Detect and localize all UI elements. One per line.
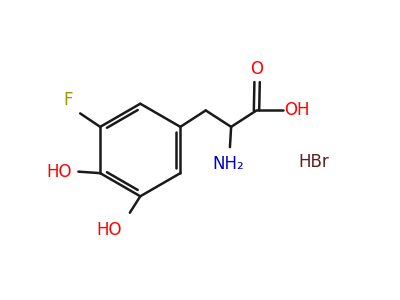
Text: HO: HO	[46, 163, 72, 181]
Text: NH₂: NH₂	[213, 155, 245, 173]
Text: HBr: HBr	[298, 153, 329, 171]
Text: HO: HO	[97, 221, 122, 239]
Text: OH: OH	[284, 101, 310, 119]
Text: F: F	[64, 91, 73, 109]
Text: O: O	[251, 60, 264, 78]
